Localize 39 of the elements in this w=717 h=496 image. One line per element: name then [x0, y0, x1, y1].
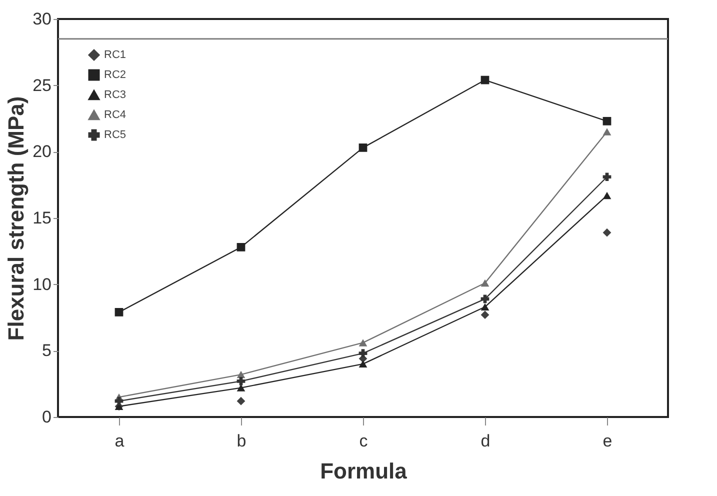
- legend-label: RC5: [104, 129, 126, 141]
- point: [602, 192, 612, 200]
- y-tick-label: 15: [32, 208, 52, 228]
- x-tick-label: d: [480, 432, 490, 450]
- point: [602, 228, 612, 237]
- legend-label: RC1: [104, 49, 126, 61]
- legend-label: RC2: [104, 69, 126, 81]
- x-axis-title: Formula: [320, 458, 408, 484]
- point: [358, 349, 368, 358]
- point: [236, 396, 246, 406]
- point: [358, 360, 368, 368]
- y-tick-label: 30: [32, 10, 52, 28]
- point: [236, 376, 246, 386]
- x-tick-label: b: [236, 432, 246, 450]
- legend-label: RC3: [104, 89, 126, 101]
- x-tick-label: e: [602, 432, 612, 450]
- y-tick-label: 5: [42, 341, 52, 360]
- y-tick-label: 25: [32, 76, 52, 95]
- x-tick-label: a: [114, 432, 125, 450]
- point: [602, 128, 612, 136]
- point: [480, 76, 490, 84]
- y-tick-label: 0: [42, 408, 52, 426]
- point: [114, 396, 124, 406]
- y-tick-label: 10: [32, 274, 52, 294]
- point: [480, 310, 490, 320]
- point: [236, 243, 246, 252]
- x-tick-label: c: [359, 432, 368, 450]
- legend-label: RC4: [104, 109, 126, 121]
- point: [602, 172, 612, 182]
- point: [236, 384, 246, 392]
- point: [114, 308, 124, 316]
- point: [480, 294, 490, 304]
- y-tick-label: 20: [32, 142, 52, 162]
- point: [602, 116, 612, 126]
- y-axis-title: Flexural strength (MPa): [4, 96, 29, 341]
- point: [358, 144, 368, 152]
- point: [480, 303, 490, 311]
- point: [480, 279, 490, 287]
- point: [358, 339, 368, 346]
